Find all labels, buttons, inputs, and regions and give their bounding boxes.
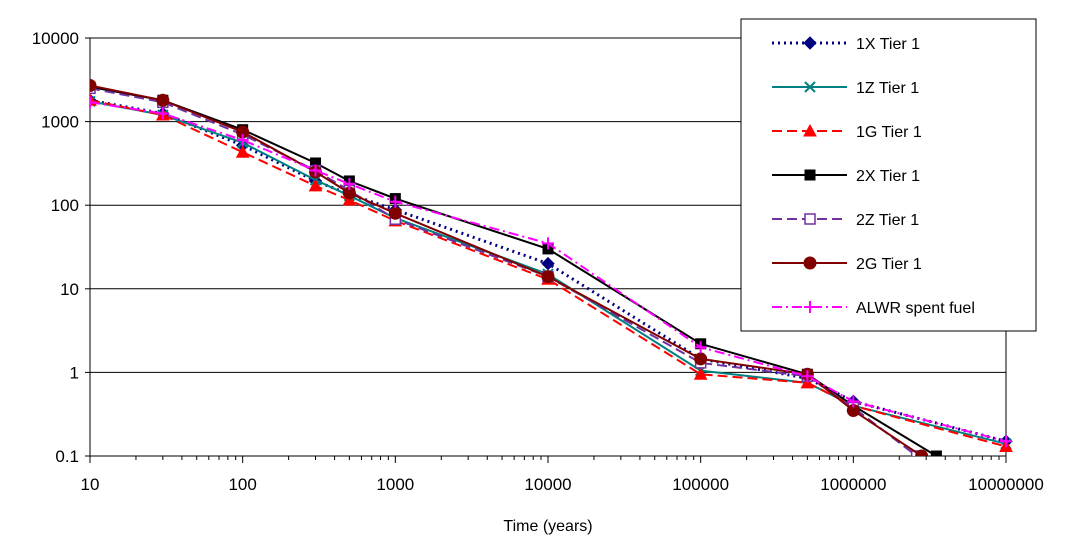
x-tick-label: 10000 (524, 475, 571, 494)
x-tick-label: 10 (81, 475, 100, 494)
data-point (342, 193, 357, 206)
y-tick-label: 100 (51, 196, 79, 215)
y-tick-label: 10000 (32, 29, 79, 48)
legend-marker (804, 81, 816, 93)
legend-entry: ALWR spent fuel (772, 300, 975, 317)
data-point (847, 395, 860, 408)
data-point (308, 178, 323, 192)
legend-entry: 2X Tier 1 (772, 168, 920, 185)
legend-entry: 2Z Tier 1 (772, 212, 919, 229)
y-tick-label: 1000 (41, 113, 79, 132)
data-point (90, 96, 96, 109)
series-line (90, 99, 1007, 448)
data-point (694, 341, 707, 354)
x-tick-label: 100 (228, 475, 256, 494)
data-point (236, 134, 249, 147)
y-tick-label: 10 (60, 280, 79, 299)
legend-marker (803, 36, 817, 50)
data-point (694, 352, 708, 366)
x-tick-label: 1000000 (820, 475, 886, 494)
y-tick-label: 1 (70, 363, 79, 382)
legend-label: 2G Tier 1 (856, 256, 922, 273)
legend-marker (804, 169, 816, 181)
data-point (801, 370, 814, 383)
legend-label: 1X Tier 1 (856, 36, 920, 53)
legend-label: 1G Tier 1 (856, 124, 922, 141)
x-tick-label: 1000 (376, 475, 414, 494)
data-point (235, 145, 250, 158)
x-axis-title: Time (years) (503, 518, 592, 535)
legend-label: ALWR spent fuel (856, 300, 975, 317)
legend-marker (803, 256, 817, 270)
legend-label: 2X Tier 1 (856, 168, 920, 185)
data-point (90, 79, 97, 93)
data-point (156, 93, 170, 107)
series-6 (90, 96, 1012, 448)
x-tick-label: 10000000 (968, 475, 1044, 494)
data-point (156, 107, 169, 120)
legend-label: 1Z Tier 1 (856, 80, 919, 97)
data-point (930, 450, 942, 456)
legend-marker (803, 123, 817, 137)
data-point (800, 375, 815, 389)
legend-label: 2Z Tier 1 (856, 212, 919, 229)
data-point (542, 237, 554, 250)
x-tick-label: 100000 (672, 475, 729, 494)
data-point (915, 449, 929, 456)
legend-entry: 1Z Tier 1 (772, 80, 919, 97)
y-tick-label: 0.1 (55, 447, 79, 466)
data-point (388, 206, 402, 220)
legend-entry: 2G Tier 1 (772, 256, 922, 273)
legend: 1X Tier 1 1Z Tier 1 1G Tier 1 2X Tier 1 2Z T… (740, 18, 1037, 332)
data-point (343, 177, 356, 190)
data-point (309, 164, 322, 177)
legend-marker (804, 301, 816, 313)
data-point (1000, 435, 1012, 448)
data-point (541, 270, 555, 284)
legend-marker (804, 213, 816, 225)
series-lines (90, 79, 1013, 456)
data-point (693, 367, 708, 380)
data-point (389, 195, 402, 208)
legend-entry: 1G Tier 1 (772, 123, 922, 141)
data-point (541, 256, 555, 271)
legend-entry: 1X Tier 1 (772, 36, 920, 53)
